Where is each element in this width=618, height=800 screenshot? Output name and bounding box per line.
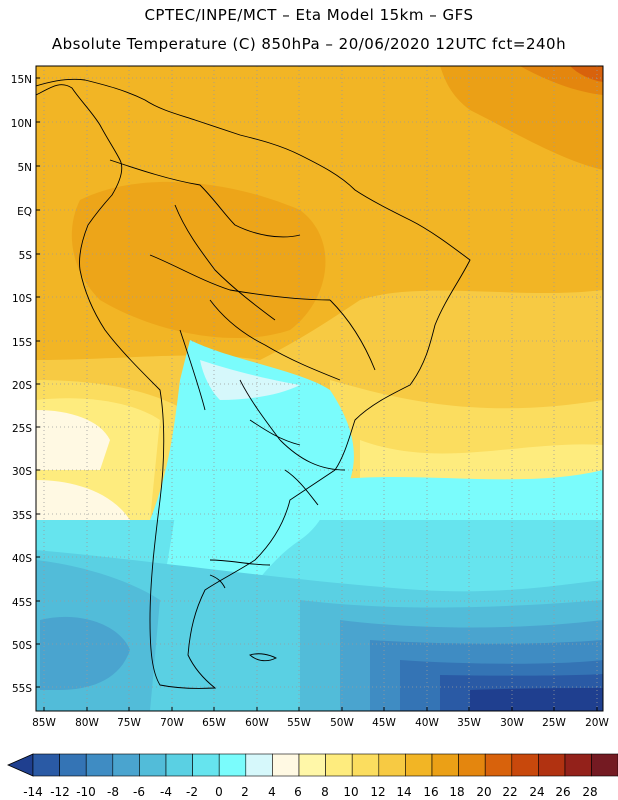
- colorbar-swatch: [165, 753, 193, 777]
- lat-label: 15S: [12, 337, 32, 349]
- colorbar-swatch: [325, 753, 353, 777]
- colorbar-swatch: [431, 753, 459, 777]
- colorbar-ticks: -14 -12 -10 -8 -6 -4 -2 0 2 4 6 8 10 12 …: [23, 785, 597, 799]
- colorbar-tick-label: 18: [449, 785, 464, 799]
- colorbar-swatch: [405, 753, 433, 777]
- lon-label: 65W: [202, 717, 226, 729]
- lat-label: 20S: [12, 380, 32, 392]
- colorbar-tick-label: 28: [582, 785, 597, 799]
- colorbar-tick-label: 2: [241, 785, 249, 799]
- colorbar-tick-label: -2: [186, 785, 198, 799]
- colorbar-tick-label: -8: [107, 785, 119, 799]
- lat-lon-grid: [36, 66, 603, 711]
- colorbar-tick-label: -6: [133, 785, 145, 799]
- colorbar-swatch: [245, 753, 273, 777]
- colorbar-tick-label: 4: [268, 785, 276, 799]
- lat-label: 55S: [12, 683, 32, 695]
- lon-label: 50W: [330, 717, 354, 729]
- colorbar-swatch: [32, 753, 60, 777]
- colorbar-tick-label: 24: [529, 785, 544, 799]
- lat-label: 25S: [12, 423, 32, 435]
- colorbar-tick-label: 22: [502, 785, 517, 799]
- lat-label: 30S: [12, 466, 32, 478]
- colorbar-swatch: [564, 753, 592, 777]
- colorbar-swatch: [192, 753, 220, 777]
- lat-label: 5N: [17, 162, 32, 174]
- lon-label: 40W: [415, 717, 439, 729]
- lon-label: 25W: [542, 717, 566, 729]
- colorbar-tick-label: 26: [555, 785, 570, 799]
- coastline-borders: [36, 78, 471, 689]
- lat-label: 40S: [12, 553, 32, 565]
- colorbar-tick-label: 14: [396, 785, 411, 799]
- colorbar-min-arrow: [7, 753, 34, 777]
- colorbar-tick-label: 12: [370, 785, 385, 799]
- lat-label: 10S: [12, 293, 32, 305]
- lon-label: 20W: [585, 717, 609, 729]
- colorbar-swatch: [272, 753, 300, 777]
- colorbar-swatch: [85, 753, 114, 777]
- lon-label: 30W: [500, 717, 524, 729]
- lat-label: 10N: [11, 118, 32, 130]
- temperature-field: [36, 66, 603, 711]
- colorbar-swatch: [59, 753, 87, 777]
- colorbar-swatch: [218, 753, 247, 777]
- lat-label: EQ: [17, 206, 32, 218]
- lon-label: 45W: [372, 717, 396, 729]
- colorbar-tick-label: 0: [215, 785, 223, 799]
- colorbar-tick-label: 6: [294, 785, 302, 799]
- lat-label: 35S: [12, 510, 32, 522]
- colorbar-swatch: [458, 753, 486, 777]
- latitude-axis: 15N 10N 5N EQ 5S 10S 15S 20S 25S 30S 35S…: [11, 74, 40, 695]
- colorbar-swatch: [484, 753, 513, 777]
- colorbar-swatch: [511, 753, 539, 777]
- colorbar-tick-label: -12: [50, 785, 70, 799]
- lat-label: 15N: [11, 74, 32, 86]
- lat-label: 45S: [12, 597, 32, 609]
- lat-label: 50S: [12, 640, 32, 652]
- lon-label: 85W: [32, 717, 56, 729]
- colorbar-swatch: [378, 753, 406, 777]
- longitude-axis: 85W 80W 75W 70W 65W 60W 55W 50W 45W 40W …: [32, 707, 609, 729]
- map-subtitle: Absolute Temperature (C) 850hPa – 20/06/…: [51, 35, 567, 53]
- colorbar-swatch: [298, 753, 326, 777]
- colorbar-swatch: [351, 753, 380, 777]
- map-title: CPTEC/INPE/MCT – Eta Model 15km – GFS: [144, 6, 474, 24]
- lat-label: 5S: [19, 250, 33, 262]
- colorbar-tick-label: 8: [321, 785, 329, 799]
- lon-label: 55W: [287, 717, 311, 729]
- colorbar-swatch: [112, 753, 140, 777]
- colorbar-swatch: [538, 753, 566, 777]
- colorbar-tick-label: 10: [343, 785, 358, 799]
- colorbar-tick-label: -10: [76, 785, 96, 799]
- colorbar-tick-label: 20: [476, 785, 491, 799]
- lon-label: 35W: [457, 717, 481, 729]
- lon-label: 80W: [75, 717, 99, 729]
- temperature-colorbar: [7, 753, 618, 777]
- colorbar-swatch: [139, 753, 167, 777]
- lon-label: 70W: [160, 717, 184, 729]
- map-frame: [35, 65, 604, 712]
- lon-label: 75W: [117, 717, 141, 729]
- colorbar-tick-label: -14: [23, 785, 43, 799]
- colorbar-swatch: [591, 753, 618, 777]
- lon-label: 60W: [245, 717, 269, 729]
- colorbar-tick-label: -4: [160, 785, 172, 799]
- colorbar-tick-label: 16: [423, 785, 438, 799]
